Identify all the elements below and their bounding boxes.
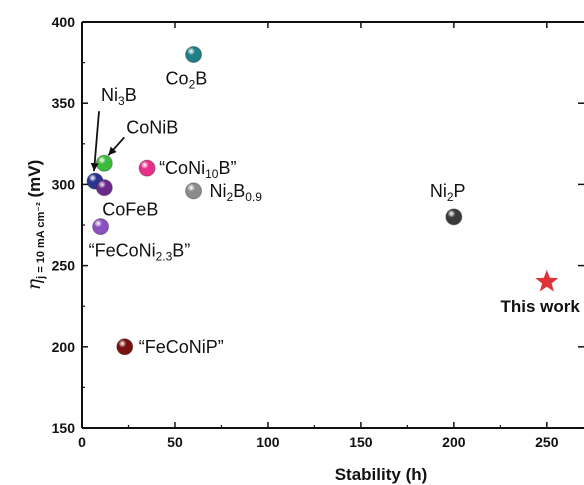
point-thiswork — [535, 269, 559, 292]
y-axis-title: ηj = 10 mA cm⁻² (mV) — [23, 160, 47, 291]
point-ni2b09 — [185, 182, 203, 200]
point-coni10b — [138, 159, 156, 177]
y-tick-label: 350 — [52, 95, 76, 111]
point-label-ni2p: Ni2P — [430, 181, 466, 204]
y-tick-label: 150 — [52, 420, 76, 436]
point-ni2p — [445, 208, 463, 226]
ni3b-arrow-head — [90, 162, 99, 172]
point-cofeb — [95, 179, 113, 197]
y-tick-label: 300 — [52, 176, 76, 192]
point-feconi23b — [92, 218, 110, 236]
point-co2b — [185, 45, 203, 63]
point-conib — [95, 154, 113, 172]
point-label-coni10b: “CoNi10B” — [159, 158, 236, 181]
x-axis-title: Stability (h) — [335, 465, 428, 484]
y-tick-label: 250 — [52, 258, 76, 274]
point-label-thiswork: This work — [500, 297, 580, 316]
y-tick-label: 200 — [52, 339, 76, 355]
x-tick-label: 250 — [535, 434, 559, 450]
point-label-feconi23b: “FeCoNi2.3B” — [89, 241, 191, 264]
x-tick-label: 50 — [167, 434, 183, 450]
x-tick-label: 100 — [256, 434, 280, 450]
point-label-cofeb: CoFeB — [102, 200, 158, 220]
point-label-feconip: “FeCoNiP” — [139, 337, 224, 357]
point-label-ni2b09: Ni2B0.9 — [210, 181, 263, 204]
point-label-ni3b: Ni3B — [101, 85, 137, 108]
point-label-conib: CoNiB — [126, 117, 178, 137]
point-label-co2b: Co2B — [166, 68, 208, 91]
conib-arrow-head — [108, 146, 117, 156]
x-tick-label: 150 — [349, 434, 373, 450]
ni3b-arrow — [93, 111, 100, 172]
x-tick-label: 0 — [78, 434, 86, 450]
point-feconip — [116, 338, 134, 356]
y-tick-label: 400 — [52, 14, 76, 30]
x-tick-label: 200 — [442, 434, 466, 450]
